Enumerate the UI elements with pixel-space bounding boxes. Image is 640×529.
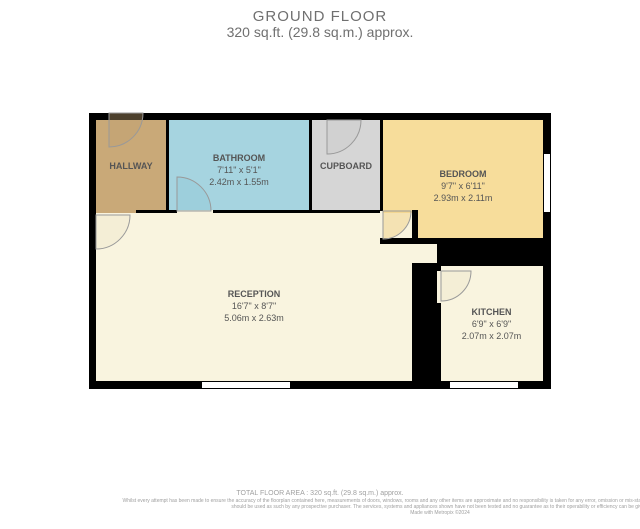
room-reception: RECEPTION 16'7" x 8'7" 5.06m x 2.63m (96, 213, 412, 381)
window-reception (201, 381, 291, 389)
kitchen-label: KITCHEN (472, 307, 512, 317)
bedroom-dims-metric: 2.93m x 2.11m (434, 193, 493, 203)
door-reception-icon (94, 213, 134, 253)
kitchen-dims-metric: 2.07m x 2.07m (462, 331, 522, 341)
door-hallway-icon (107, 111, 147, 151)
window-bedroom (543, 153, 551, 213)
footer-total-area: TOTAL FLOOR AREA : 320 sq.ft. (29.8 sq.m… (0, 490, 640, 497)
reception-dims-imperial: 16'7" x 8'7" (232, 301, 276, 311)
footer-disclaimer-text: Whilst every attempt has been made to en… (123, 498, 640, 510)
footer-made-with: Made with Metropix ©2024 (410, 510, 470, 516)
floor-area-line: 320 sq.ft. (29.8 sq.m.) approx. (0, 24, 640, 40)
footer-disclaimer: Whilst every attempt has been made to en… (0, 498, 640, 516)
floor-name: GROUND FLOOR (0, 8, 640, 25)
bedroom-label: BEDROOM (440, 169, 487, 179)
reception-dims-metric: 5.06m x 2.63m (224, 313, 284, 323)
wall-top-reception (96, 210, 380, 213)
bathroom-dims-imperial: 7'11" x 5'1" (217, 165, 261, 175)
bathroom-dims-metric: 2.42m x 1.55m (209, 177, 269, 187)
bathroom-label: BATHROOM (213, 153, 265, 163)
wall-reception-right-lower (412, 263, 418, 381)
window-kitchen (449, 381, 519, 389)
door-cupboard-icon (325, 118, 365, 158)
floorplan-page: GROUND FLOOR 320 sq.ft. (29.8 sq.m.) app… (0, 0, 640, 529)
bedroom-dims-imperial: 9'7" x 6'11" (441, 181, 485, 191)
cupboard-label: CUPBOARD (320, 161, 372, 171)
opening-reception-nook (412, 244, 437, 263)
door-bedroom-icon (381, 209, 415, 243)
wall-right-thick (543, 244, 551, 389)
wall-kitchen-top (437, 263, 547, 266)
hallway-label: HALLWAY (109, 161, 152, 171)
door-kitchen-icon (439, 269, 475, 305)
wall-bathroom-cupboard (309, 120, 312, 210)
kitchen-dims-imperial: 6'9" x 6'9" (472, 319, 511, 329)
reception-label: RECEPTION (228, 289, 281, 299)
door-bathroom-icon (175, 175, 215, 215)
floorplan-canvas: HALLWAY BATHROOM 7'11" x 5'1" 2.42m x 1.… (89, 113, 551, 389)
wall-hallway-bathroom (166, 120, 169, 210)
